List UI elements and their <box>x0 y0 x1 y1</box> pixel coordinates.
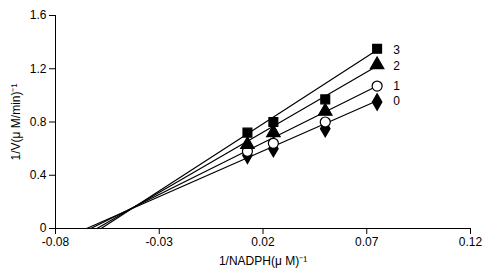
svg-text:0.07: 0.07 <box>355 235 379 249</box>
svg-text:0.02: 0.02 <box>251 235 275 249</box>
svg-text:0: 0 <box>40 221 47 235</box>
svg-text:2: 2 <box>393 59 400 73</box>
svg-text:0.8: 0.8 <box>30 115 47 129</box>
svg-text:3: 3 <box>393 43 400 57</box>
svg-text:0: 0 <box>393 94 400 108</box>
svg-text:1.2: 1.2 <box>30 62 47 76</box>
svg-text:-0.03: -0.03 <box>146 235 174 249</box>
svg-text:1/NADPH(μ M)⁻¹: 1/NADPH(μ M)⁻¹ <box>219 254 307 268</box>
svg-text:1/V(μ M/min)⁻¹: 1/V(μ M/min)⁻¹ <box>9 84 23 161</box>
svg-text:-0.08: -0.08 <box>42 235 70 249</box>
svg-text:0.4: 0.4 <box>30 168 47 182</box>
svg-text:1: 1 <box>393 79 400 93</box>
svg-text:1.6: 1.6 <box>30 8 47 22</box>
svg-text:0.12: 0.12 <box>459 235 483 249</box>
